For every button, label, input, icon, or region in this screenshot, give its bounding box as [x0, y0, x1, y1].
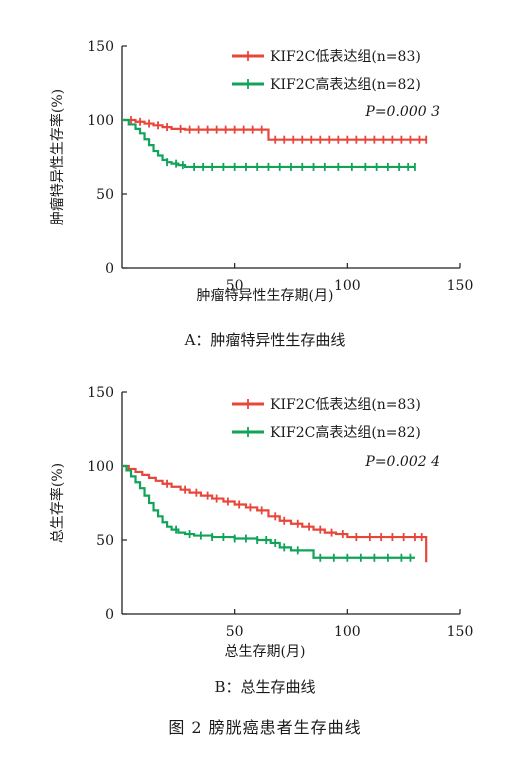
y-tick-label: 50	[96, 533, 114, 549]
x-tick-label: 100	[334, 624, 361, 640]
y-tick-label: 0	[105, 607, 114, 623]
y-axis-label: 总生存率(%)	[49, 463, 66, 543]
x-tick-label: 50	[226, 624, 244, 640]
p-value-annotation: P=0.000 3	[364, 104, 440, 120]
legend-label: KIF2C低表达组(n=83)	[270, 49, 421, 65]
x-tick-label: 150	[447, 624, 474, 640]
x-axis-label: 总生存期(月)	[225, 644, 306, 660]
series-line-high	[122, 464, 415, 559]
series-line-low	[122, 464, 428, 563]
legend-label: KIF2C低表达组(n=83)	[270, 397, 421, 413]
panel-caption: A：肿瘤特异性生存曲线	[184, 331, 346, 349]
y-tick-label: 100	[87, 113, 114, 129]
p-value-annotation: P=0.002 4	[364, 454, 440, 470]
figure-caption: 图 2 膀胱癌患者生存曲线	[168, 718, 361, 737]
legend-label: KIF2C高表达组(n=82)	[270, 424, 421, 441]
y-tick-label: 150	[87, 39, 114, 55]
panel-b: 0 50 100 150 50 100 150 总生存期(月) 总生存率(%) B：总生存曲线 KI…	[49, 385, 473, 696]
panel-a: 0 50 100 150 50 100 150 肿瘤特异性生存期(月) 肿瘤特异性生存率(%) A…	[49, 39, 473, 349]
x-axis-label: 肿瘤特异性生存期(月)	[197, 287, 334, 304]
series-line-high	[122, 118, 415, 169]
y-tick-label: 150	[87, 385, 114, 401]
y-tick-label: 50	[96, 187, 114, 203]
y-tick-label: 0	[105, 261, 114, 277]
panel-caption: B：总生存曲线	[214, 678, 315, 696]
y-axis-label: 肿瘤特异性生存率(%)	[49, 89, 66, 225]
y-tick-label: 100	[87, 459, 114, 475]
legend-label: KIF2C高表达组(n=82)	[270, 76, 421, 93]
x-tick-label: 100	[334, 278, 361, 294]
x-tick-label: 50	[226, 278, 244, 294]
x-tick-label: 150	[447, 278, 474, 294]
